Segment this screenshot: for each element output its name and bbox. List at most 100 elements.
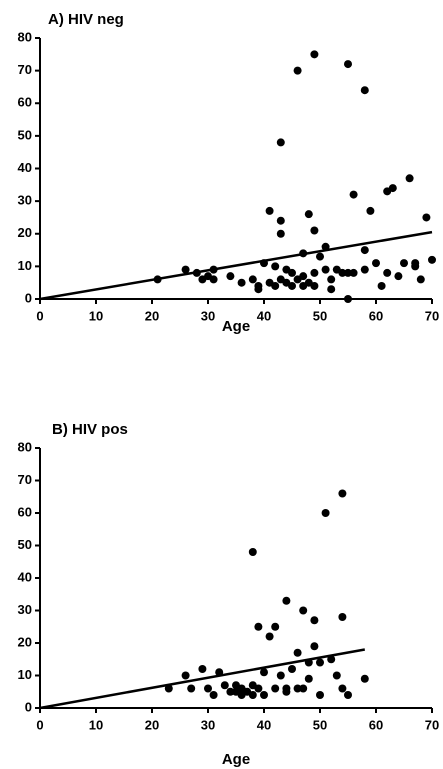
x-tick-label: 20 [145, 308, 159, 323]
point [321, 265, 330, 274]
point [338, 613, 347, 621]
point [288, 268, 296, 277]
point [204, 684, 212, 693]
point [226, 272, 235, 281]
x-tick-label: 60 [369, 717, 383, 732]
y-tick-label: 30 [18, 602, 32, 617]
y-tick-label: 80 [18, 29, 32, 44]
point [276, 216, 285, 225]
point [338, 684, 347, 693]
point [316, 252, 324, 261]
point [349, 268, 358, 277]
x-tick-label: 60 [369, 308, 383, 323]
point [416, 275, 425, 284]
x-tick-label: 50 [313, 717, 327, 732]
point [271, 622, 280, 631]
fit-line [39, 230, 433, 301]
point [422, 213, 431, 222]
point [411, 262, 420, 271]
point [327, 275, 336, 284]
point [344, 691, 352, 699]
x-tick-label: 30 [201, 717, 215, 732]
point [304, 210, 313, 219]
point [209, 691, 218, 699]
point [316, 691, 324, 699]
point [293, 684, 302, 693]
point [293, 66, 302, 75]
y-tick-label: 80 [18, 439, 32, 454]
point [316, 658, 324, 667]
x-axis-label: Age [222, 318, 250, 335]
point [360, 265, 369, 274]
y-tick-label: 60 [18, 504, 32, 519]
point [237, 278, 246, 287]
x-tick-label: 0 [36, 717, 43, 732]
point [293, 648, 302, 657]
chart-title: B) HIV pos [52, 421, 128, 438]
point [254, 285, 263, 294]
x-tick-label: 40 [257, 717, 271, 732]
point [282, 596, 291, 605]
point [181, 671, 190, 680]
y-tick-label: 20 [18, 634, 32, 649]
point [332, 671, 341, 680]
y-tick-label: 10 [18, 667, 32, 682]
point [299, 684, 308, 693]
x-tick-label: 10 [89, 308, 103, 323]
y-tick-label: 0 [25, 699, 32, 714]
point [271, 684, 280, 693]
point [400, 259, 408, 268]
point [260, 691, 268, 699]
point [181, 265, 190, 274]
point [265, 632, 274, 641]
y-tick-label: 70 [18, 62, 32, 77]
point [405, 174, 414, 183]
point [276, 229, 285, 238]
point [338, 268, 347, 277]
point [254, 622, 263, 631]
point [428, 255, 436, 264]
point [164, 684, 173, 693]
point [209, 275, 218, 284]
x-tick-label: 10 [89, 717, 103, 732]
point [276, 671, 285, 680]
y-tick-label: 50 [18, 127, 32, 142]
point [388, 184, 397, 193]
point [327, 285, 336, 294]
point [310, 50, 319, 59]
point [310, 281, 319, 290]
point [360, 86, 369, 95]
point [248, 275, 257, 284]
point [310, 616, 319, 625]
y-tick-label: 10 [18, 258, 32, 273]
point [394, 272, 403, 281]
y-tick-label: 20 [18, 225, 32, 240]
point [226, 687, 235, 696]
point [327, 655, 336, 664]
point [220, 681, 229, 690]
point [288, 665, 296, 673]
point [310, 268, 319, 277]
y-tick-label: 50 [18, 537, 32, 552]
point [383, 268, 392, 277]
y-tick-label: 70 [18, 472, 32, 487]
y-tick-label: 40 [18, 160, 32, 175]
point [248, 548, 257, 556]
y-tick-label: 30 [18, 193, 32, 208]
fit-line [39, 648, 366, 710]
x-tick-label: 70 [425, 717, 439, 732]
x-tick-label: 50 [313, 308, 327, 323]
point [265, 206, 274, 215]
point [377, 281, 386, 290]
point [360, 674, 369, 683]
point [271, 281, 280, 290]
chart-title: A) HIV neg [48, 11, 124, 28]
point [321, 509, 330, 517]
x-tick-label: 40 [257, 308, 271, 323]
x-tick-label: 70 [425, 308, 439, 323]
point [187, 684, 196, 693]
y-tick-label: 40 [18, 569, 32, 584]
point [299, 606, 308, 615]
point [338, 489, 347, 498]
